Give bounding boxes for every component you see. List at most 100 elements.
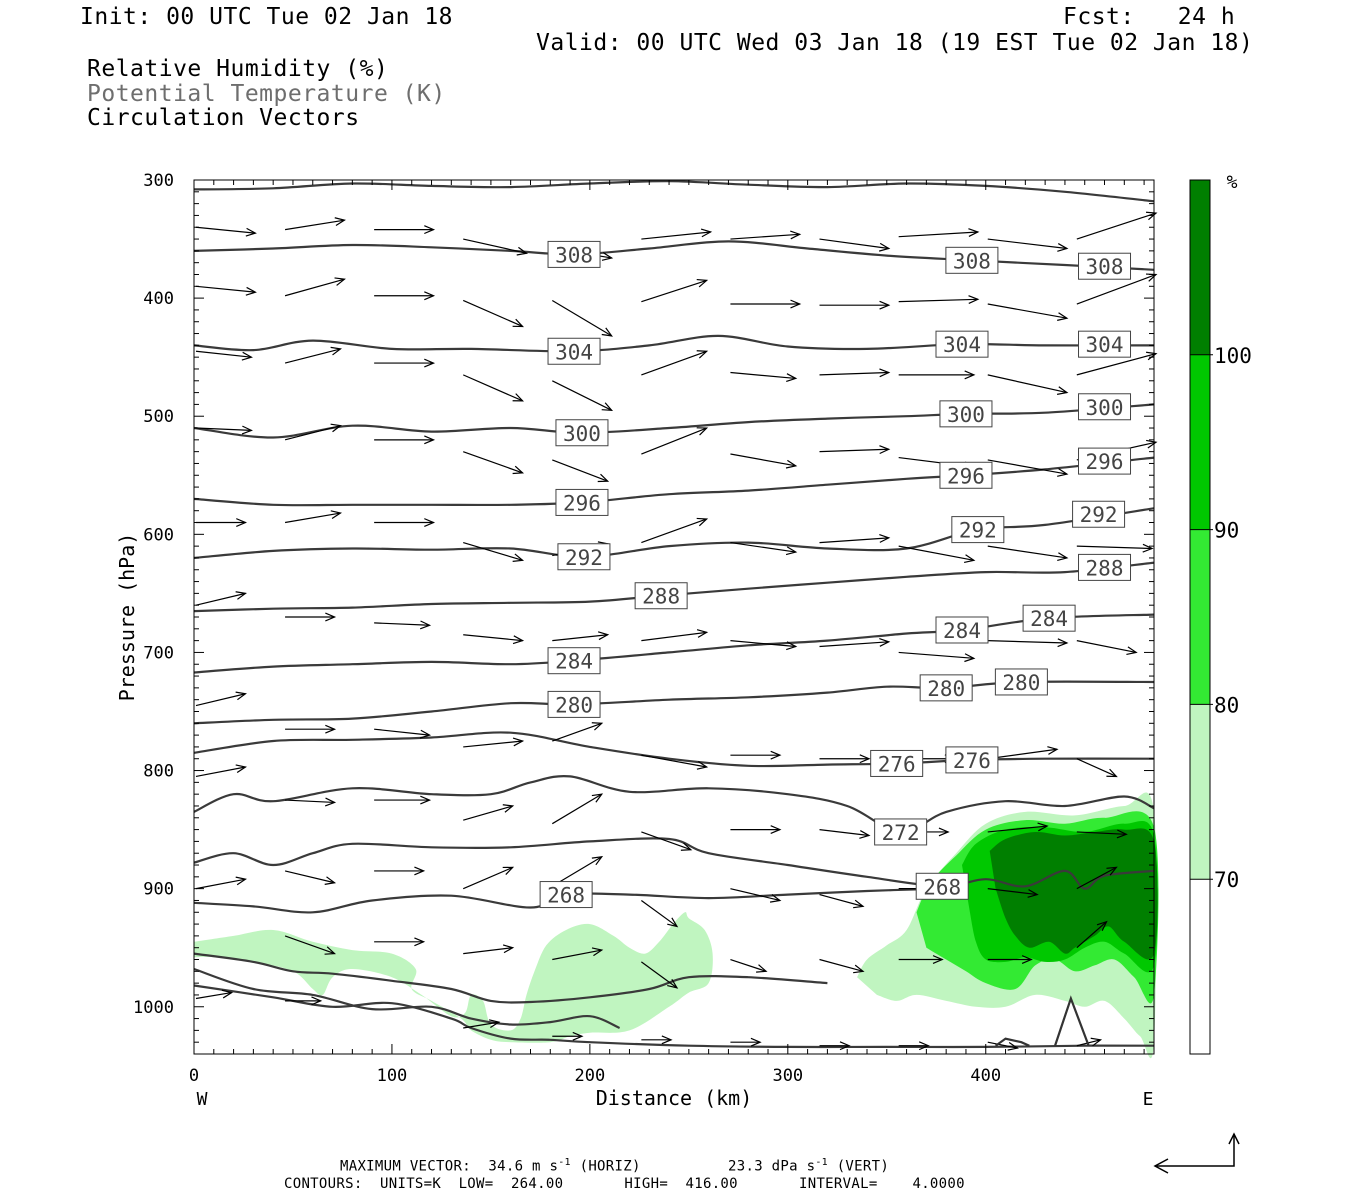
theta-label-text: 276 xyxy=(953,749,991,773)
theta-label-box xyxy=(555,419,609,447)
theta-label: 300 xyxy=(1078,393,1132,421)
circulation-vector xyxy=(1076,866,1118,890)
circulation-vector xyxy=(195,591,247,606)
theta-label-text: 288 xyxy=(1086,556,1124,580)
reference-vector-icon xyxy=(1153,1132,1240,1174)
circulation-vector xyxy=(551,793,604,825)
circulation-vector xyxy=(196,518,248,527)
circulation-vector xyxy=(730,1037,762,1047)
x-axis-west: W xyxy=(197,1089,208,1110)
theta-label-box xyxy=(539,881,593,909)
circulation-vector xyxy=(374,620,432,630)
circulation-vector xyxy=(195,876,247,890)
circulation-vector xyxy=(552,1031,584,1041)
circulation-vector xyxy=(987,955,1033,964)
field-label-theta: Potential Temperature (K) xyxy=(87,81,446,107)
theta-label: 304 xyxy=(935,330,989,358)
circulation-vector xyxy=(374,866,426,876)
colorbar: 70 80 90 100 xyxy=(1189,179,1252,1055)
theta-label-box xyxy=(547,240,601,268)
theta-line-300 xyxy=(193,403,1155,439)
circulation-vector xyxy=(641,1035,673,1045)
theta-line-256 xyxy=(193,967,621,1030)
theta-label-box xyxy=(874,818,928,846)
theta-label-box xyxy=(915,872,969,900)
circulation-vector xyxy=(987,1041,1019,1051)
circulation-vector xyxy=(987,822,1049,833)
circulation-vector xyxy=(463,238,529,256)
y-axis-label: Pressure (hPa) xyxy=(115,533,139,702)
circulation-vector xyxy=(730,825,782,835)
theta-label-box xyxy=(945,246,999,274)
circulation-vector xyxy=(641,831,693,851)
theta-label: 280 xyxy=(994,668,1048,696)
circulation-vector xyxy=(552,631,610,642)
circulation-vector xyxy=(641,961,679,989)
theta-label-box xyxy=(547,647,601,675)
theta-label-text: 268 xyxy=(923,875,961,899)
circulation-vector xyxy=(730,750,782,760)
circulation-vector xyxy=(462,299,525,328)
circulation-vector xyxy=(1076,758,1118,778)
y-tick-label: 300 xyxy=(143,171,174,191)
colorbar-swatch xyxy=(1190,354,1210,530)
circulation-vector xyxy=(641,427,709,455)
theta-label: 292 xyxy=(951,516,1005,544)
circulation-vector xyxy=(819,828,871,839)
circulation-vector xyxy=(462,374,525,402)
circulation-vector xyxy=(898,370,976,380)
circulation-vector xyxy=(1076,211,1158,240)
theta-label: 300 xyxy=(939,400,993,428)
circulation-vector xyxy=(898,295,980,305)
circulation-vector xyxy=(285,724,337,734)
circulation-vector xyxy=(641,350,709,376)
circulation-vector xyxy=(284,217,346,231)
theta-label-text: 268 xyxy=(547,884,585,908)
circulation-vector xyxy=(987,303,1069,321)
theta-label: 296 xyxy=(555,488,609,516)
circulation-vector xyxy=(552,380,614,411)
x-axis-east: E xyxy=(1143,1089,1154,1110)
circulation-vector xyxy=(285,996,323,1006)
circulation-vector xyxy=(195,691,247,707)
colorbar-swatch xyxy=(1190,180,1210,355)
theta-line-260 xyxy=(193,952,828,1004)
circulation-vector xyxy=(819,238,891,252)
theta-label-box xyxy=(1078,447,1132,475)
circulation-vector xyxy=(898,228,980,238)
circulation-vector xyxy=(374,728,432,739)
theta-label: 284 xyxy=(935,616,989,644)
y-tick-label: 1000 xyxy=(133,998,174,1018)
theta-label-box xyxy=(994,668,1048,696)
theta-label: 304 xyxy=(1078,330,1132,358)
contours-info-line: CONTOURS: UNITS=K LOW= 264.00 HIGH= 416.… xyxy=(284,1176,965,1192)
theta-label-text: 284 xyxy=(1030,607,1068,631)
terrain-layer xyxy=(995,995,1090,1047)
theta-label-text: 296 xyxy=(947,464,985,488)
circulation-vector xyxy=(641,899,679,928)
circulation-vector xyxy=(374,291,436,301)
theta-label-box xyxy=(547,690,601,718)
theta-label-text: 292 xyxy=(959,519,997,543)
circulation-vector xyxy=(195,226,257,237)
circulation-vector xyxy=(819,958,865,974)
theta-label-box xyxy=(634,582,688,610)
theta-label-box xyxy=(945,746,999,774)
terrain-bump xyxy=(995,1037,1030,1047)
circulation-vector xyxy=(987,888,1039,898)
theta-label-text: 276 xyxy=(878,752,916,776)
circulation-vector xyxy=(552,459,610,483)
theta-label: 272 xyxy=(874,818,928,846)
circulation-vector xyxy=(819,445,891,455)
x-tick-label: 300 xyxy=(772,1066,803,1086)
theta-label-text: 280 xyxy=(555,693,593,717)
field-label-rh: Relative Humidity (%) xyxy=(87,56,389,82)
theta-label: 268 xyxy=(539,881,593,909)
theta-label: 292 xyxy=(1072,500,1126,528)
circulation-vector xyxy=(641,629,709,642)
theta-label-box xyxy=(951,516,1005,544)
axes-layer: 300 400 500 600 700 800 900 1000 0 100 200 300 400 xyxy=(133,171,1154,1086)
colorbar-frame xyxy=(1189,179,1211,1055)
theta-label-box xyxy=(935,616,989,644)
theta-label-text: 296 xyxy=(563,491,601,515)
